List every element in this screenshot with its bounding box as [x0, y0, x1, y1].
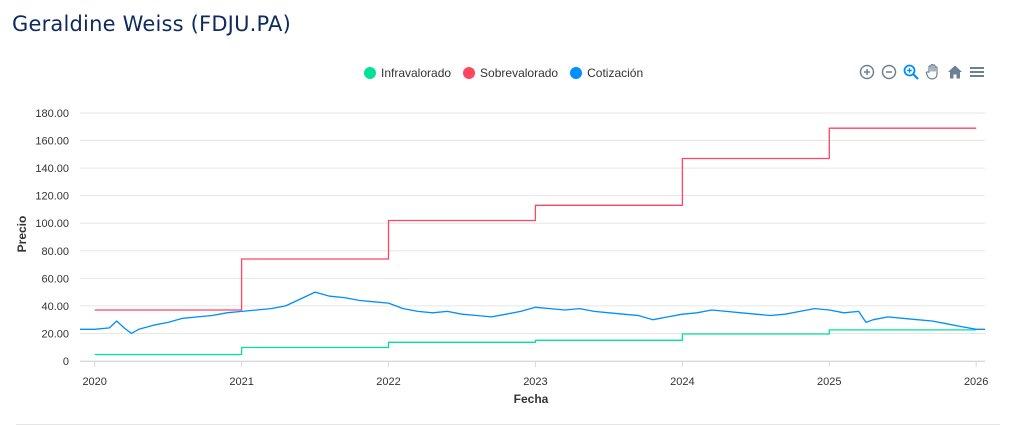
chart-menu-button[interactable]	[968, 63, 986, 81]
zoom-selection-button[interactable]	[902, 63, 920, 81]
y-tick-label: 80.00	[41, 246, 69, 258]
series-line-infravalorado	[94, 329, 977, 356]
page-title: Geraldine Weiss (FDJU.PA)	[12, 12, 292, 36]
legend-marker-cotizacion	[570, 67, 583, 79]
bottom-divider	[16, 424, 1000, 425]
chart-toolbar	[858, 63, 986, 81]
x-tick-label: 2025	[817, 376, 841, 388]
y-tick-label: 0	[63, 356, 69, 368]
legend-item-cotizacion[interactable]: Cotización	[570, 66, 643, 80]
axes: 0 20.00 40.00 60.00 80.00 100.00 120.00 140.00 1…	[35, 108, 988, 388]
series-layer	[80, 127, 985, 356]
zoom-selection-icon	[903, 64, 919, 80]
grid-lines	[80, 112, 985, 362]
y-tick-label: 40.00	[41, 301, 69, 313]
reset-zoom-button[interactable]	[946, 63, 964, 81]
y-tick-label: 140.00	[35, 163, 69, 175]
legend-label-cotizacion: Cotización	[587, 66, 644, 80]
y-tick-label: 120.00	[35, 191, 69, 203]
x-tick-label: 2023	[523, 376, 547, 388]
y-tick-label: 20.00	[41, 328, 69, 340]
legend-item-sobrevalorado[interactable]: Sobrevalorado	[463, 66, 558, 80]
x-tick-label: 2022	[376, 376, 400, 388]
x-tick-label: 2021	[229, 376, 253, 388]
zoom-in-button[interactable]	[858, 63, 876, 81]
y-axis-title: Precio	[15, 216, 29, 253]
y-tick-label: 180.00	[35, 108, 69, 120]
y-tick-label: 160.00	[35, 136, 69, 148]
x-tick-label: 2020	[82, 376, 106, 388]
x-axis-title: Fecha	[514, 392, 549, 406]
zoom-in-icon	[859, 64, 875, 80]
y-tick-label: 60.00	[41, 273, 69, 285]
y-tick-label: 100.00	[35, 218, 69, 230]
pan-button[interactable]	[924, 63, 942, 81]
legend-label-infravalorado: Infravalorado	[381, 66, 452, 80]
legend-label-sobrevalorado: Sobrevalorado	[480, 66, 559, 80]
legend-marker-sobrevalorado	[463, 67, 476, 79]
zoom-out-icon	[881, 64, 897, 80]
x-tick-label: 2024	[670, 376, 694, 388]
zoom-out-button[interactable]	[880, 63, 898, 81]
legend-item-infravalorado[interactable]: Infravalorado	[364, 66, 451, 80]
pan-icon	[925, 63, 938, 80]
series-line-sobrevalorado	[94, 127, 977, 311]
series-line-cotizacion	[80, 291, 985, 335]
legend-marker-infravalorado	[364, 67, 376, 79]
chart-legend: Infravalorado Sobrevalorado Cotización	[364, 66, 643, 80]
menu-icon	[970, 67, 984, 77]
x-tick-label: 2026	[964, 376, 988, 388]
home-icon	[948, 65, 962, 79]
